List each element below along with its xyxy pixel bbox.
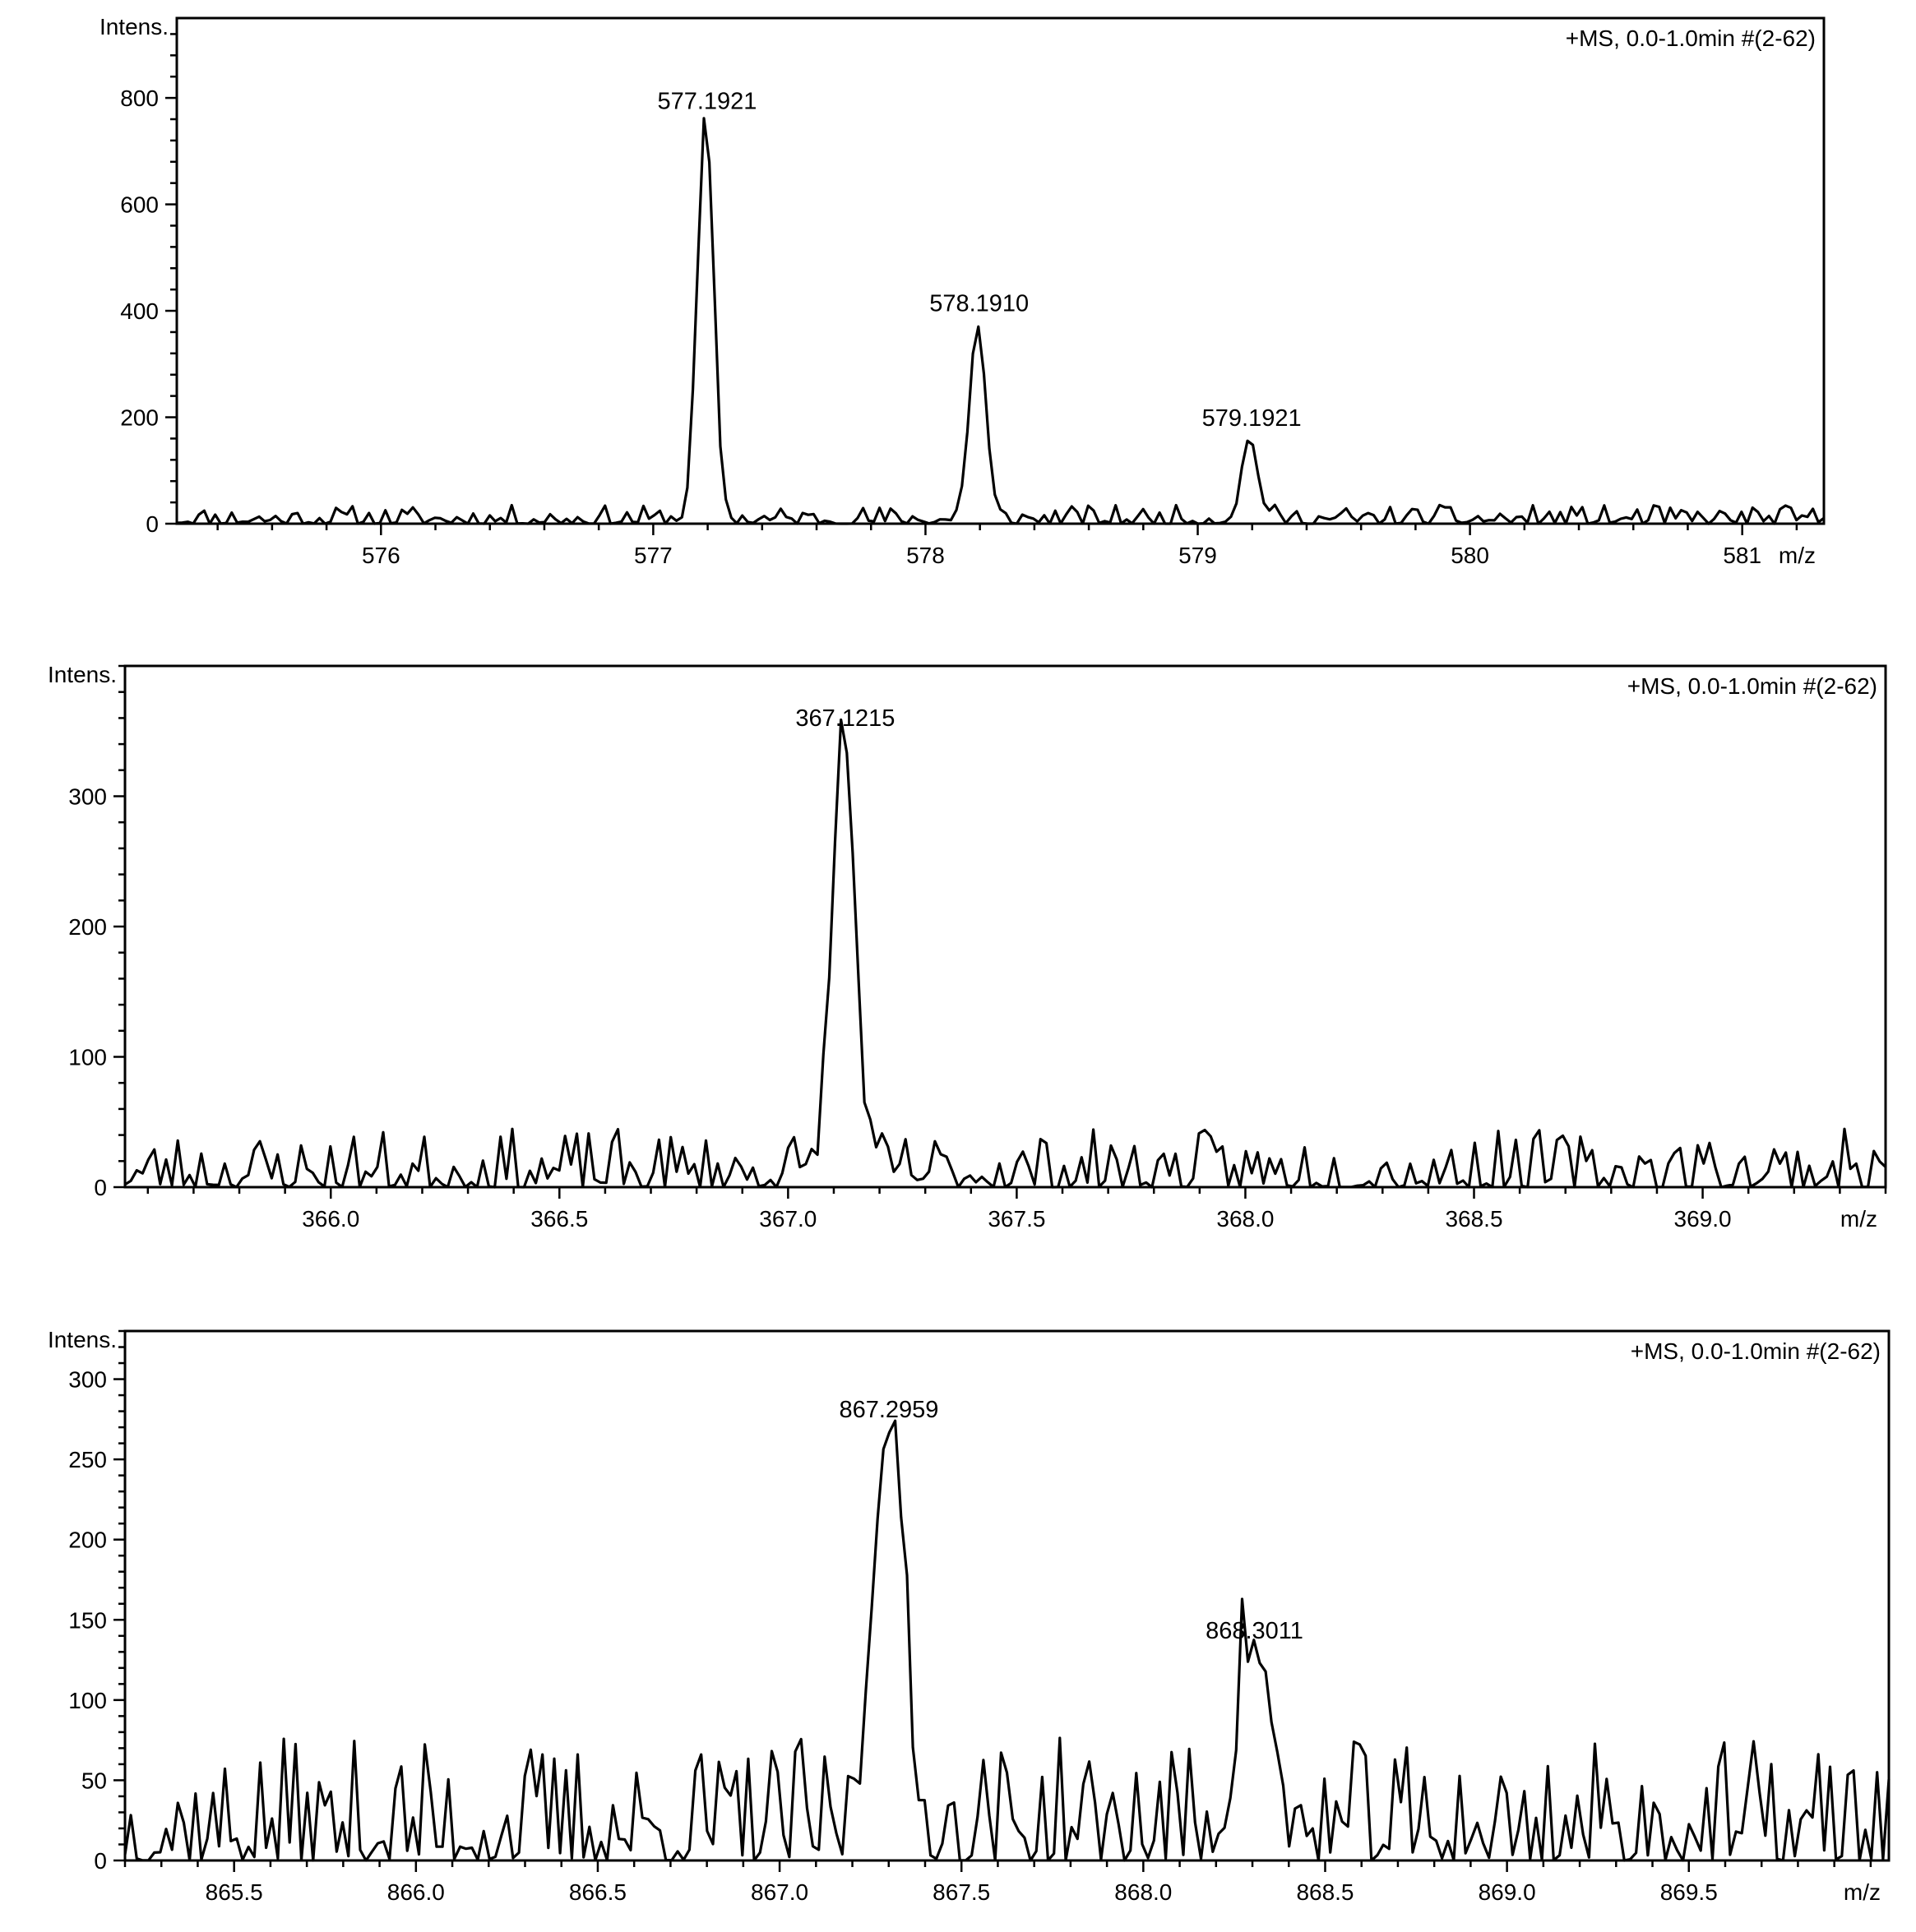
y-tick-label: 0	[94, 1175, 107, 1200]
x-tick-label: 369.0	[1674, 1206, 1732, 1232]
spectrum-trace	[124, 718, 1887, 1189]
x-tick-label: 868.0	[1114, 1879, 1172, 1905]
spectrum-panel-3: 0 50 100 150 200 250 300 865.5 866.0 866.5 867.0 86…	[48, 1327, 1891, 1905]
y-tick-label: 100	[68, 1688, 107, 1713]
x-axis-label: m/z	[1840, 1206, 1877, 1232]
spectrum-panel-2: 0 100 200 300 366.0 366.5 367.0 367.5 368.0 368.5…	[48, 662, 1887, 1232]
x-tick-label: 366.0	[302, 1206, 359, 1232]
y-tick-label: 200	[68, 1528, 107, 1553]
y-tick-label: 200	[68, 914, 107, 940]
spectrum-panel-1: 0 200 400 600 800 576 577 578 579 580 581 Intens. m/…	[100, 14, 1826, 568]
x-axis-label: m/z	[1844, 1879, 1881, 1905]
y-tick-label: 250	[68, 1447, 107, 1472]
y-tick-label: 400	[120, 298, 159, 324]
x-tick-label: 867.5	[933, 1879, 990, 1905]
plot-frame	[123, 1329, 1891, 1862]
y-tick-label: 200	[120, 405, 159, 431]
x-tick-label: 869.5	[1660, 1879, 1718, 1905]
x-tick-label: 368.0	[1216, 1206, 1274, 1232]
x-tick-label: 866.5	[569, 1879, 627, 1905]
scan-info: +MS, 0.0-1.0min #(2-62)	[1627, 673, 1877, 699]
x-tick-label: 865.5	[206, 1879, 263, 1905]
scan-info: +MS, 0.0-1.0min #(2-62)	[1631, 1338, 1881, 1364]
spectrum-trace	[123, 1419, 1891, 1862]
x-tick-label: 576	[362, 543, 400, 568]
y-tick-label: 150	[68, 1607, 107, 1633]
x-tick-label: 577	[634, 543, 673, 568]
plot-frame	[123, 664, 1887, 1189]
scan-info: +MS, 0.0-1.0min #(2-62)	[1566, 25, 1816, 51]
peak-label: 367.1215	[795, 705, 895, 732]
x-tick-label: 367.5	[988, 1206, 1045, 1232]
x-tick-label: 866.0	[387, 1879, 445, 1905]
peak-label: 868.3011	[1206, 1618, 1303, 1644]
x-tick-label: 366.5	[530, 1206, 588, 1232]
peak-label: 579.1921	[1202, 405, 1302, 432]
peak-label: 577.1921	[657, 89, 757, 115]
y-tick-label: 600	[120, 192, 159, 218]
x-tick-label: 368.5	[1445, 1206, 1502, 1232]
x-tick-label: 580	[1451, 543, 1489, 568]
y-tick-label: 100	[68, 1045, 107, 1070]
x-tick-label: 579	[1178, 543, 1217, 568]
peak-label: 867.2959	[839, 1397, 938, 1423]
x-tick-label: 367.0	[759, 1206, 817, 1232]
x-tick-label: 869.0	[1479, 1879, 1536, 1905]
y-tick-label: 0	[146, 511, 159, 537]
y-tick-label: 0	[94, 1848, 107, 1874]
x-tick-label: 581	[1723, 543, 1761, 568]
y-tick-label: 300	[68, 1367, 107, 1393]
x-axis-label: m/z	[1779, 543, 1816, 568]
y-tick-label: 50	[81, 1768, 107, 1793]
y-axis-label: Intens.	[100, 14, 169, 39]
x-tick-label: 578	[906, 543, 945, 568]
y-axis-label: Intens.	[48, 1327, 117, 1352]
y-tick-label: 800	[120, 86, 159, 111]
x-tick-label: 868.5	[1296, 1879, 1354, 1905]
plot-frame	[175, 16, 1826, 525]
peak-label: 578.1910	[929, 291, 1029, 317]
x-tick-label: 867.0	[751, 1879, 808, 1905]
y-tick-label: 300	[68, 784, 107, 810]
spectrum-trace	[176, 117, 1825, 525]
y-axis-label: Intens.	[48, 662, 117, 687]
